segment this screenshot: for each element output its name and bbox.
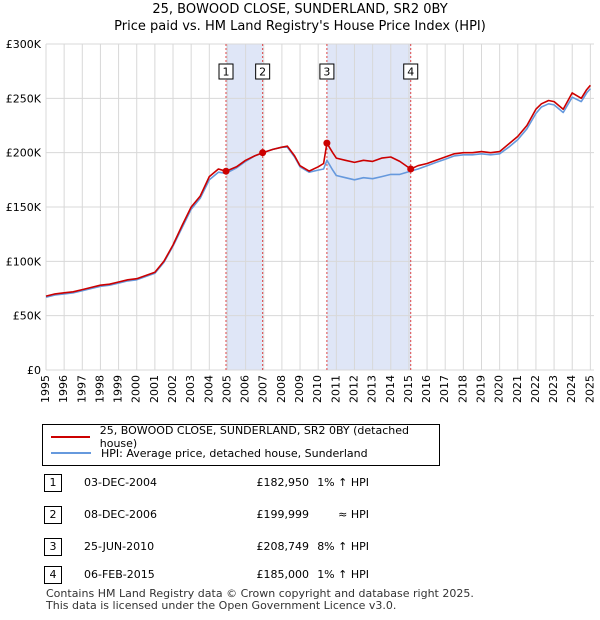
x-tick-label: 2021 — [511, 375, 524, 403]
transaction-date: 06-FEB-2015 — [84, 568, 155, 581]
x-tick-label: 2023 — [547, 375, 560, 403]
footer-line-licence: This data is licensed under the Open Gov… — [46, 599, 397, 612]
legend-swatch-hpi — [51, 452, 91, 454]
legend-label-hpi: HPI: Average price, detached house, Sund… — [101, 446, 368, 460]
chart-subtitle: Price paid vs. HM Land Registry's House … — [114, 19, 486, 34]
transaction-price: £182,950 — [256, 476, 310, 489]
legend-swatch-property — [51, 436, 90, 438]
x-tick-label: 2010 — [311, 375, 324, 403]
sale-point — [323, 139, 331, 147]
transaction-hpi-compare: 1% ↑ HPI — [317, 476, 369, 489]
x-tick-label: 2000 — [130, 375, 143, 403]
transaction-number-badge: 1 — [44, 474, 62, 492]
y-tick-label: £300K — [6, 38, 42, 51]
sale-point — [222, 167, 230, 175]
x-tick-label: 2019 — [474, 375, 487, 403]
x-tick-label: 2025 — [583, 375, 596, 403]
x-tick-label: 2015 — [402, 375, 415, 403]
x-tick-label: 2003 — [184, 375, 197, 403]
sale-marker-box — [218, 63, 234, 80]
transaction-date: 25-JUN-2010 — [84, 540, 155, 553]
transaction-date: 03-DEC-2004 — [84, 476, 158, 489]
footer-line-copyright: Contains HM Land Registry data © Crown c… — [46, 587, 474, 600]
x-tick-label: 2013 — [366, 375, 379, 403]
x-tick-label: 1995 — [39, 375, 52, 403]
sale-point — [259, 149, 267, 157]
x-tick-label: 2012 — [347, 375, 360, 403]
transaction-price: £208,749 — [256, 540, 310, 553]
x-tick-label: 2007 — [257, 375, 270, 403]
series-line-property — [45, 84, 592, 297]
legend-item-hpi: HPI: Average price, detached house, Sund… — [51, 445, 368, 461]
transaction-row: 2 08-DEC-2006 £199,999 ≈ HPI — [44, 506, 404, 526]
transaction-hpi-compare: ≈ HPI — [338, 508, 369, 521]
x-tick-label: 2020 — [493, 375, 506, 403]
x-tick-label: 1999 — [112, 375, 125, 403]
y-tick-label: £100K — [6, 255, 42, 268]
x-tick-label: 1996 — [57, 375, 70, 403]
transaction-row: 3 25-JUN-2010 £208,749 8% ↑ HPI — [44, 538, 404, 558]
x-tick-label: 1998 — [93, 375, 106, 403]
transaction-number-badge: 3 — [44, 538, 62, 556]
x-tick-label: 2014 — [384, 375, 397, 403]
transaction-hpi-compare: 1% ↑ HPI — [317, 568, 369, 581]
transaction-number-badge: 2 — [44, 506, 62, 524]
y-tick-label: £0 — [27, 364, 41, 377]
footer-attribution: Contains HM Land Registry data © Crown c… — [46, 588, 474, 612]
transaction-row: 4 06-FEB-2015 £185,000 1% ↑ HPI — [44, 566, 404, 586]
y-tick-label: £250K — [6, 92, 42, 105]
x-tick-label: 2008 — [275, 375, 288, 403]
x-tick-label: 2005 — [220, 375, 233, 403]
sale-marker-number: 4 — [407, 66, 414, 79]
y-tick-label: £200K — [6, 147, 42, 160]
sale-marker-number: 1 — [223, 66, 230, 79]
x-tick-label: 1997 — [75, 375, 88, 403]
transaction-price: £199,999 — [256, 508, 310, 521]
x-tick-label: 2001 — [148, 375, 161, 403]
transaction-row: 1 03-DEC-2004 £182,950 1% ↑ HPI — [44, 474, 404, 494]
x-tick-label: 2017 — [438, 375, 451, 403]
transaction-number-badge: 4 — [44, 566, 62, 584]
x-tick-label: 2024 — [565, 375, 578, 403]
x-tick-label: 2018 — [456, 375, 469, 403]
transaction-price: £185,000 — [256, 568, 310, 581]
sale-marker-number: 3 — [323, 66, 330, 79]
sale-point — [407, 165, 415, 173]
legend-label-property: 25, BOWOOD CLOSE, SUNDERLAND, SR2 0BY (d… — [99, 424, 409, 450]
y-tick-label: £150K — [6, 201, 42, 214]
x-tick-label: 2004 — [202, 375, 215, 403]
x-tick-label: 2009 — [293, 375, 306, 403]
transaction-hpi-compare: 8% ↑ HPI — [317, 540, 369, 553]
series-line-hpi — [45, 88, 592, 298]
sale-marker-number: 2 — [259, 66, 266, 79]
sale-marker-box — [319, 63, 335, 80]
chart-title: 25, BOWOOD CLOSE, SUNDERLAND, SR2 0BY — [152, 2, 448, 17]
sale-marker-box — [255, 63, 271, 80]
legend-item-property: 25, BOWOOD CLOSE, SUNDERLAND, SR2 0BY (d… — [51, 424, 439, 450]
x-tick-label: 2011 — [329, 375, 342, 403]
price-chart: 1 2 3 4 £0 £50K £100K £150K £200K £250K £300K 199… — [6, 38, 597, 403]
x-tick-label: 2022 — [529, 375, 542, 403]
x-tick-label: 2016 — [420, 375, 433, 403]
chart-legend: 25, BOWOOD CLOSE, SUNDERLAND, SR2 0BY (d… — [42, 424, 440, 466]
x-tick-label: 2006 — [239, 375, 252, 403]
sale-marker-box — [403, 63, 419, 80]
x-tick-label: 2002 — [166, 375, 179, 403]
transaction-date: 08-DEC-2006 — [84, 508, 158, 521]
y-tick-label: £50K — [13, 310, 42, 323]
